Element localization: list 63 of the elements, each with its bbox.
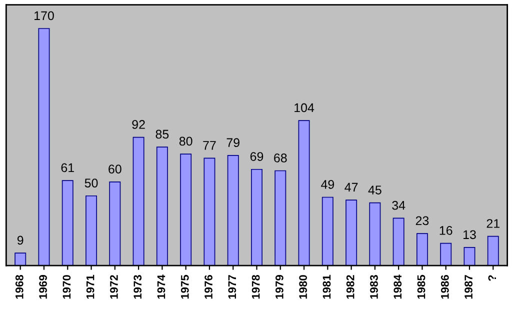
data-label: 68 bbox=[274, 154, 287, 162]
data-label: 104 bbox=[294, 103, 314, 112]
x-tick-label: 1983 bbox=[370, 275, 378, 299]
x-tick-label: 1979 bbox=[275, 275, 284, 299]
bar bbox=[346, 200, 358, 266]
x-tick-label: 1977 bbox=[228, 275, 236, 299]
x-tick-label: 1969 bbox=[39, 275, 47, 299]
bar bbox=[464, 247, 476, 266]
bar bbox=[38, 28, 50, 266]
bar bbox=[251, 168, 262, 266]
bar bbox=[14, 252, 26, 266]
bar bbox=[298, 120, 310, 266]
bar bbox=[392, 218, 404, 266]
bar bbox=[440, 242, 452, 266]
bar bbox=[156, 146, 168, 266]
bar bbox=[109, 182, 121, 266]
data-label: 34 bbox=[392, 200, 406, 210]
data-label: 92 bbox=[132, 120, 145, 129]
bar bbox=[62, 180, 74, 266]
data-label: 69 bbox=[250, 152, 264, 161]
x-tick-label: 1980 bbox=[299, 275, 308, 299]
x-tick-label: 1982 bbox=[346, 275, 354, 299]
x-tick-label: 1971 bbox=[86, 274, 94, 299]
x-tick-label: 1985 bbox=[417, 274, 426, 299]
data-label: 61 bbox=[61, 163, 74, 172]
data-label: 13 bbox=[463, 230, 476, 240]
data-label: 80 bbox=[179, 136, 192, 146]
x-tick-label: 1976 bbox=[204, 275, 212, 299]
bar bbox=[487, 236, 499, 266]
x-tick-label: 1981 bbox=[322, 274, 331, 299]
data-label: 170 bbox=[34, 11, 54, 20]
x-tick-label: 1972 bbox=[110, 275, 118, 299]
x-tick-label: 1984 bbox=[394, 274, 402, 299]
bar bbox=[86, 195, 98, 266]
data-label: 85 bbox=[156, 130, 169, 139]
bar bbox=[204, 158, 216, 266]
bar bbox=[274, 170, 286, 266]
bar bbox=[132, 136, 144, 266]
data-label: 47 bbox=[344, 182, 358, 192]
x-tick-label: 1968 bbox=[15, 274, 24, 299]
bar bbox=[369, 202, 381, 266]
data-label: 9 bbox=[17, 236, 24, 245]
bar bbox=[227, 155, 239, 266]
bar bbox=[416, 233, 428, 266]
data-label: 50 bbox=[84, 178, 98, 188]
x-tick-label: 1978 bbox=[252, 274, 260, 299]
data-label: 45 bbox=[368, 186, 382, 194]
data-label: 77 bbox=[203, 141, 216, 150]
x-tick-label: 1973 bbox=[134, 275, 142, 299]
x-tick-label: 1974 bbox=[157, 274, 166, 299]
data-label: 16 bbox=[440, 226, 452, 235]
x-tick-label: 1970 bbox=[62, 275, 71, 299]
data-label: 79 bbox=[226, 138, 240, 148]
x-tick-label: 1987 bbox=[464, 275, 472, 299]
data-label: 21 bbox=[486, 219, 500, 228]
bar bbox=[180, 154, 192, 266]
x-tick-label: ? bbox=[488, 275, 496, 281]
data-label: 49 bbox=[320, 180, 334, 189]
x-tick-label: 1986 bbox=[440, 275, 449, 299]
data-label: 23 bbox=[416, 216, 429, 226]
x-tick-label: 1975 bbox=[180, 274, 189, 299]
bar bbox=[322, 196, 334, 266]
data-label: 60 bbox=[108, 164, 122, 174]
